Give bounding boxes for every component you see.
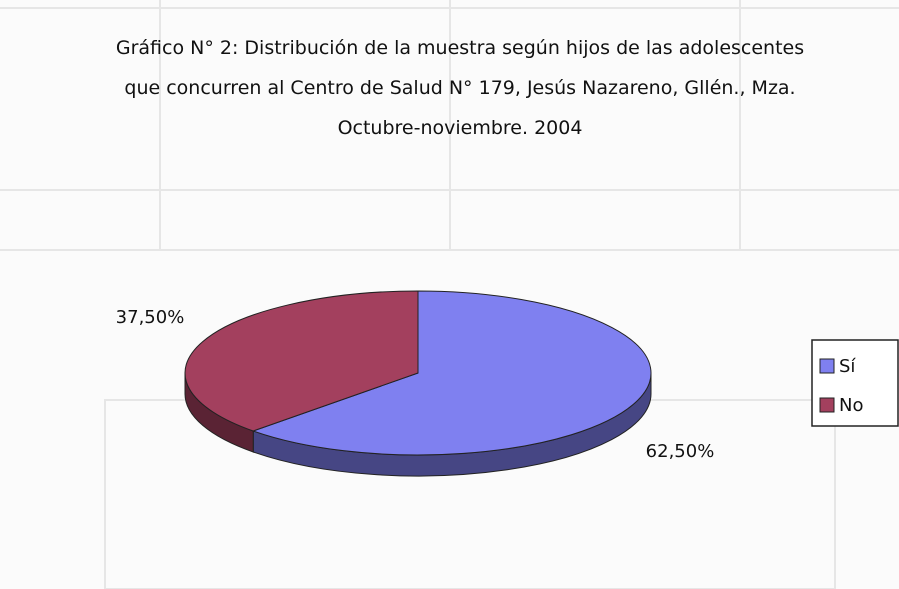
legend-label: No — [839, 395, 863, 416]
legend-swatch — [819, 358, 835, 374]
slice — [251, 290, 652, 456]
slice — [184, 290, 419, 432]
legend-label: Sí — [839, 356, 856, 377]
data-label: 62,50% — [646, 441, 715, 462]
chart-title: Gráfico N° 2: Distribución de la muestra… — [115, 37, 805, 139]
data-label: 37,50% — [116, 307, 185, 328]
legend-swatch — [819, 397, 835, 413]
